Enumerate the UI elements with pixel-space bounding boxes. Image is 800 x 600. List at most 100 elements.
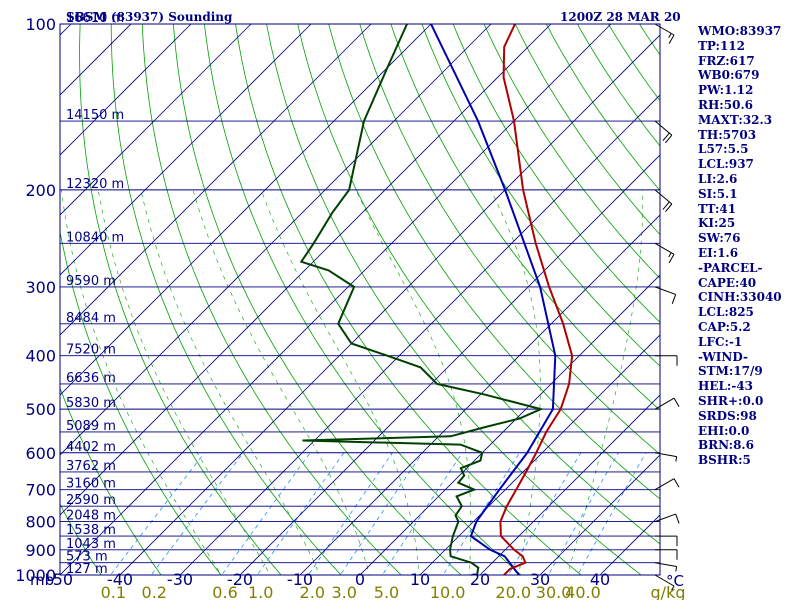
isotherm xyxy=(60,24,312,276)
stat-item: RH:50.6 xyxy=(698,97,753,112)
plot-frame xyxy=(59,23,661,576)
wind-barb-flag xyxy=(668,254,675,264)
pressure-tick-label: 1000 xyxy=(15,566,56,585)
stat-item: SW:76 xyxy=(698,231,741,246)
height-label: 16610 m xyxy=(66,11,124,26)
pressure-tick-label: 500 xyxy=(25,400,56,419)
mixing-ratio-label: 30.0 xyxy=(536,583,572,600)
dry-adiabat xyxy=(266,24,642,575)
stat-item: EI:1.6 xyxy=(698,245,739,260)
dry-adiabat xyxy=(235,24,582,575)
dry-adiabat xyxy=(328,24,660,500)
wind-barb xyxy=(655,355,678,366)
stats-panel: WMO:83937 TP:112 FRZ:617 WB0:679 PW:1.12 RH:5… xyxy=(698,24,782,468)
mixing-ratio-line xyxy=(507,452,582,575)
wind-barb xyxy=(654,286,677,304)
height-label: 2590 m xyxy=(66,493,116,508)
height-label: 10840 m xyxy=(66,230,124,245)
mixing-ratio-line xyxy=(577,452,647,575)
isotherm xyxy=(60,24,252,216)
temperature-tick-label: -50 xyxy=(47,570,73,589)
height-label: 6636 m xyxy=(66,371,116,386)
stat-item: BRN:8.6 xyxy=(698,438,754,453)
stat-item: CAPE:40 xyxy=(698,275,757,290)
height-label: 127 m xyxy=(66,562,108,577)
mixing-ratio-line xyxy=(110,452,205,575)
isotherm xyxy=(419,334,660,575)
dry-adiabat xyxy=(452,24,660,323)
wind-barb-flag xyxy=(665,203,673,212)
wind-barb-flag xyxy=(668,34,675,44)
isotherm xyxy=(60,24,372,336)
wind-barb-flag xyxy=(665,134,673,144)
mixing-ratio-line xyxy=(308,452,393,575)
isotherm xyxy=(359,274,660,575)
isotherm xyxy=(60,24,192,156)
stat-item: KI:25 xyxy=(698,216,736,231)
height-label: 14150 m xyxy=(66,108,124,123)
isotherm xyxy=(179,94,660,575)
plot-area xyxy=(60,24,660,575)
stat-item: STM:17/9 xyxy=(698,364,763,379)
wind-barb-flag xyxy=(671,294,677,304)
wind-barb-staff xyxy=(654,562,677,568)
moist-adiabat xyxy=(140,189,320,575)
wind-barb-staff xyxy=(654,397,675,410)
mixing-ratio-label: 0.2 xyxy=(142,583,167,600)
pressure-tick-label: 900 xyxy=(25,541,56,560)
moist-adiabat xyxy=(61,189,222,575)
height-label: 1043 m xyxy=(66,537,116,552)
height-label: 12320 m xyxy=(66,177,124,192)
isotherm xyxy=(60,24,612,575)
mixing-ratio-label: 0.6 xyxy=(212,583,237,600)
temperature-tick-label: -30 xyxy=(167,570,193,589)
dewpoint-trace xyxy=(299,24,544,575)
mixing-ratio-line xyxy=(256,452,345,575)
stat-item: WMO:83937 xyxy=(698,24,782,38)
mixing-ratio-label: 2.0 xyxy=(300,583,325,600)
wind-barb xyxy=(654,478,680,491)
height-label: 5830 m xyxy=(66,396,116,411)
height-label: 4402 m xyxy=(66,440,116,455)
stat-item: PW:1.12 xyxy=(698,83,754,98)
moist-adiabat xyxy=(192,189,370,575)
wind-barb-flag xyxy=(675,456,678,462)
mixing-ratio-line xyxy=(442,452,520,575)
stat-item: FRZ:617 xyxy=(698,53,755,68)
temperature-tick-label: -10 xyxy=(287,570,313,589)
wind-barb-flag xyxy=(673,478,680,488)
height-label: 9590 m xyxy=(66,274,116,289)
moist-adiabat xyxy=(260,189,420,575)
height-label: 7520 m xyxy=(66,343,116,358)
stat-item: CAP:5.2 xyxy=(698,319,751,334)
height-label: 3762 m xyxy=(66,459,116,474)
stat-item: -WIND- xyxy=(698,349,748,364)
wind-barb-flag xyxy=(668,33,672,38)
dry-adiabat xyxy=(390,24,660,411)
isotherm xyxy=(60,24,492,456)
wind-barb-staff xyxy=(654,452,677,458)
stat-item: WB0:679 xyxy=(698,68,760,83)
wind-barb-staff xyxy=(654,513,676,523)
wind-barb-staff xyxy=(654,286,676,295)
mixing-ratio-label: 10.0 xyxy=(430,583,466,600)
wind-barb-flag xyxy=(662,132,670,142)
isotherm xyxy=(60,24,552,516)
mixing-ratio-unit: g/kg xyxy=(651,583,686,600)
moist-adiabat xyxy=(567,189,644,575)
mixing-ratio-label: 20.0 xyxy=(495,583,531,600)
wind-barb-staff xyxy=(654,478,675,491)
isotherm xyxy=(299,214,660,575)
station-title: SBSM (83937) Sounding xyxy=(66,10,233,24)
stat-item: SHR+:0.0 xyxy=(698,393,764,408)
mixing-ratio-label: 40.0 xyxy=(565,583,601,600)
wind-barb xyxy=(654,452,678,462)
wind-barb xyxy=(655,549,678,560)
isotherm xyxy=(0,24,11,587)
isotherm xyxy=(539,454,660,575)
dry-adiabat xyxy=(79,24,282,575)
stat-item: LCL:825 xyxy=(698,305,754,320)
pressure-tick-label: 700 xyxy=(25,481,56,500)
dry-adiabat xyxy=(359,24,660,455)
